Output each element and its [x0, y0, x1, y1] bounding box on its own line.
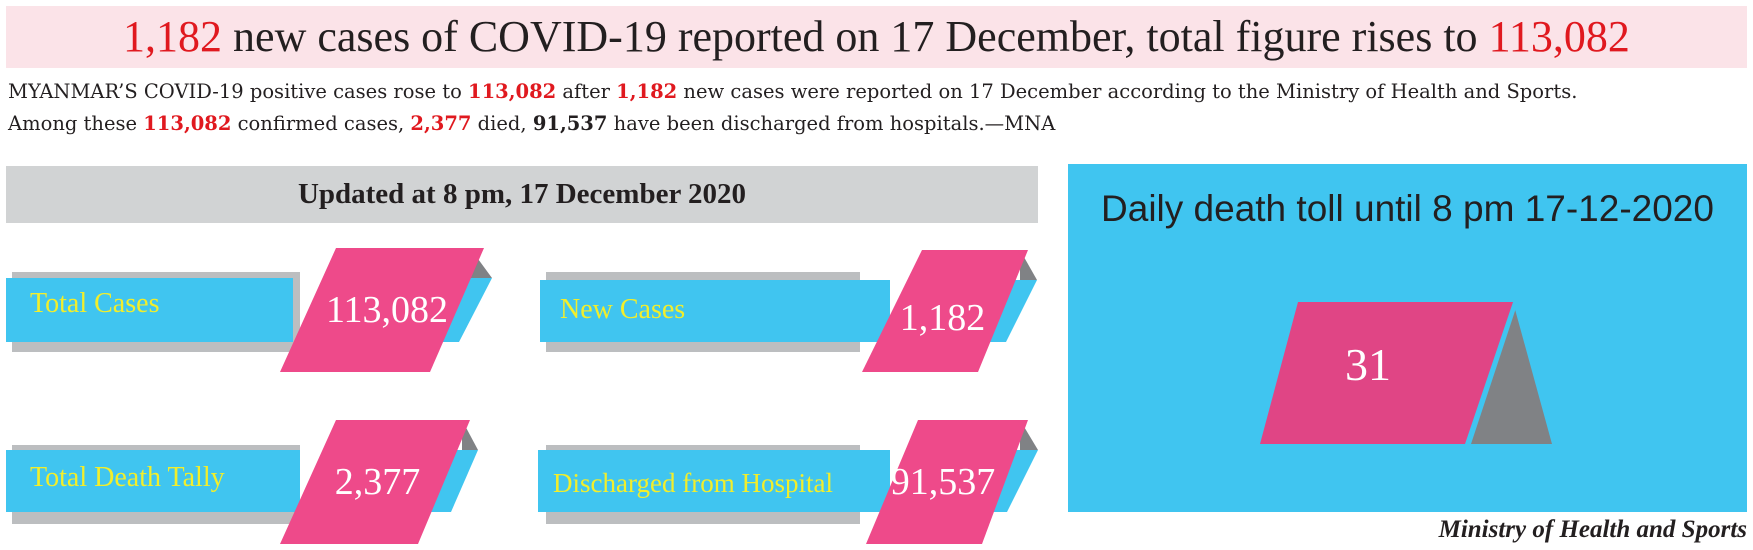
- headline-text: new cases of COVID-19 reported on 17 Dec…: [222, 12, 1489, 61]
- intro-paragraph: MYANMAR’S COVID-19 positive cases rose t…: [8, 76, 1748, 140]
- daily-death-graphic: [1260, 302, 1552, 444]
- intro-discharged: 91,537: [532, 112, 608, 135]
- stat-value-box: [866, 420, 1028, 544]
- intro-text: after: [556, 80, 617, 103]
- stat-value-total-cases: 113,082: [325, 289, 449, 331]
- source-credit: Ministry of Health and Sports: [1438, 516, 1747, 543]
- daily-death-value: 31: [1345, 339, 1391, 390]
- headline-band: 1,182 new cases of COVID-19 reported on …: [6, 6, 1747, 68]
- stat-label-total-cases: Total Cases: [30, 288, 160, 319]
- intro-text: confirmed cases,: [231, 112, 411, 135]
- stat-value-new-cases: 1,182: [899, 297, 986, 339]
- intro-line-1: MYANMAR’S COVID-19 positive cases rose t…: [8, 76, 1748, 108]
- intro-total: 113,082: [143, 112, 232, 135]
- stat-block-total-death: [6, 420, 478, 544]
- headline: 1,182 new cases of COVID-19 reported on …: [6, 6, 1747, 68]
- intro-text: MYANMAR’S COVID-19 positive cases rose t…: [8, 80, 469, 103]
- stat-bar: [6, 450, 300, 512]
- intro-text: have been discharged from hospitals.—MNA: [607, 112, 1056, 135]
- intro-text: died,: [471, 112, 533, 135]
- death-gap: [1465, 302, 1518, 444]
- stat-block-total-cases: [6, 248, 492, 372]
- stat-block-new-cases: [540, 250, 1037, 372]
- stat-label-new-cases: New Cases: [560, 294, 686, 325]
- stat-bar: [540, 280, 890, 342]
- intro-new: 1,182: [616, 80, 678, 103]
- death-value-box: [1260, 302, 1513, 444]
- stat-value-box: [280, 248, 484, 372]
- stat-value-box: [862, 250, 1028, 372]
- updated-text: Updated at 8 pm, 17 December 2020: [297, 178, 747, 210]
- stat-value-discharged: 91,537: [890, 461, 996, 503]
- intro-total: 113,082: [468, 80, 557, 103]
- intro-text: Among these: [8, 112, 144, 135]
- stat-label-total-death: Total Death Tally: [30, 462, 225, 493]
- daily-death-panel: Daily death toll until 8 pm 17-12-2020 3…: [1068, 164, 1747, 512]
- stat-bar: [6, 278, 293, 342]
- stat-label-discharged: Discharged from Hospital: [553, 468, 833, 498]
- daily-death-title: Daily death toll until 8 pm 17-12-2020: [1101, 188, 1714, 229]
- death-fold: [1468, 302, 1552, 444]
- stat-value-box: [280, 420, 470, 544]
- stat-value-total-death: 2,377: [334, 461, 421, 503]
- updated-bar: Updated at 8 pm, 17 December 2020: [6, 166, 1038, 223]
- intro-died: 2,377: [410, 112, 472, 135]
- stat-block-discharged: [538, 420, 1038, 544]
- intro-text: new cases were reported on 17 December a…: [677, 80, 1578, 103]
- stat-bar: [538, 450, 890, 512]
- intro-line-2: Among these 113,082 confirmed cases, 2,3…: [8, 108, 1748, 140]
- headline-new-cases: 1,182: [123, 12, 223, 61]
- headline-total: 113,082: [1488, 12, 1630, 61]
- stat-blocks-graphic: [6, 248, 1038, 544]
